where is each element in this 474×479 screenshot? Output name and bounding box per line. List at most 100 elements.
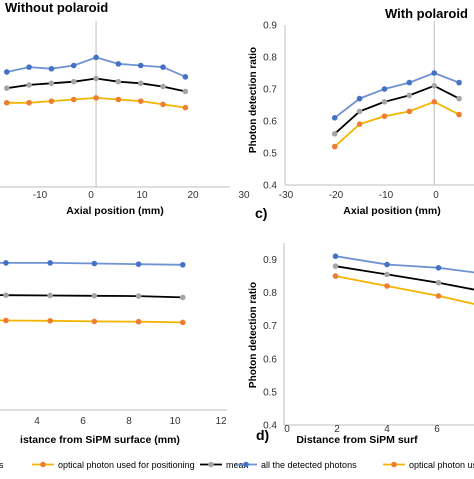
y-tick-label: 0.8 [263, 288, 277, 299]
series-line-optical [0, 320, 183, 323]
legend-item: optical photon used for positioning [383, 460, 474, 470]
y-tick-label: 0.6 [263, 117, 277, 128]
panel-label: c) [255, 205, 267, 221]
data-point-optical [382, 113, 388, 119]
series-line-optical [335, 102, 459, 147]
data-point-optical [136, 319, 142, 325]
data-point-all [71, 63, 77, 69]
data-point-optical [333, 273, 339, 279]
x-tick-label: 10 [136, 190, 148, 201]
data-point-all [384, 262, 390, 268]
data-point-optical [138, 98, 144, 104]
legend-item: all the detected photons [235, 460, 357, 470]
legend-label: ns [0, 460, 4, 470]
x-axis-label: Axial position (mm) [343, 205, 440, 217]
series-line-mean [335, 86, 459, 134]
data-point-mean [332, 131, 338, 137]
data-point-optical [407, 109, 413, 115]
data-point-all [93, 55, 99, 61]
data-point-mean [431, 83, 437, 89]
x-tick-label: 10 [169, 416, 181, 427]
x-tick-label: 12 [215, 416, 227, 427]
series-line-all [0, 263, 183, 265]
legend-label: optical photon used for positioning [409, 460, 474, 470]
data-point-optical [71, 97, 77, 103]
x-axis-label: Axial position (mm) [66, 205, 163, 217]
legend-label: all the detected photons [261, 460, 357, 470]
x-tick-label: 0 [284, 424, 290, 435]
data-point-all [436, 265, 442, 271]
data-point-mean [49, 81, 55, 87]
y-tick-label: 0.7 [263, 321, 277, 332]
y-tick-label: 0.8 [263, 53, 277, 64]
data-point-mean [26, 82, 32, 88]
data-point-mean [138, 81, 144, 87]
x-tick-label: 0 [433, 190, 439, 201]
data-point-all [456, 80, 462, 86]
data-point-mean [71, 79, 77, 85]
x-tick-label: 0 [88, 190, 94, 201]
legend-item: optical photon used for positioning [32, 460, 195, 470]
data-point-all [47, 260, 53, 266]
x-tick-label: 20 [187, 190, 199, 201]
data-point-mean [384, 272, 390, 278]
data-point-all [332, 115, 338, 121]
data-point-optical [92, 319, 98, 325]
data-point-all [3, 260, 9, 266]
y-tick-label: 0.7 [263, 85, 277, 96]
data-point-mean [3, 292, 9, 298]
data-point-all [431, 70, 437, 76]
data-point-optical [332, 144, 338, 150]
data-point-optical [3, 318, 9, 324]
data-point-optical [47, 318, 53, 324]
data-point-all [49, 66, 55, 72]
data-point-all [92, 261, 98, 267]
x-tick-label: 4 [34, 416, 40, 427]
data-point-optical [436, 293, 442, 299]
data-point-all [116, 61, 122, 67]
x-tick-label: 8 [126, 416, 132, 427]
data-point-optical [160, 102, 166, 108]
x-tick-label: -10 [33, 190, 48, 201]
series-line-optical [336, 276, 474, 307]
data-point-optical [4, 100, 10, 106]
data-point-optical [93, 95, 99, 101]
data-point-optical [183, 105, 189, 111]
x-axis-label: istance from SiPM surface (mm) [20, 434, 180, 446]
series-line-all [336, 256, 474, 274]
data-point-optical [180, 320, 186, 326]
data-point-mean [436, 280, 442, 286]
data-point-mean [333, 263, 339, 269]
legend-swatch-marker [208, 462, 214, 468]
data-point-mean [47, 293, 53, 299]
series-line-all [335, 73, 459, 118]
data-point-all [160, 64, 166, 70]
y-tick-label: 0.5 [263, 387, 277, 398]
data-point-mean [357, 109, 363, 115]
data-point-optical [26, 100, 32, 106]
data-point-all [138, 63, 144, 69]
data-point-all [333, 253, 339, 259]
legend-swatch-marker [243, 462, 249, 468]
y-tick-label: 0.6 [263, 354, 277, 365]
panel-label: d) [256, 427, 269, 443]
data-point-mean [92, 293, 98, 299]
data-point-all [407, 80, 413, 86]
data-point-mean [116, 79, 122, 85]
data-point-mean [180, 295, 186, 301]
data-point-all [357, 96, 363, 102]
x-tick-label: -30 [279, 190, 294, 201]
data-point-mean [160, 84, 166, 90]
data-point-optical [384, 283, 390, 289]
x-tick-label: -20 [329, 190, 344, 201]
data-point-mean [183, 89, 189, 95]
chart-title: Without polaroid [5, 0, 108, 15]
y-tick-label: 0.9 [263, 21, 277, 32]
y-tick-label: 0.5 [263, 149, 277, 160]
x-axis-label: Distance from SiPM surf [296, 434, 418, 446]
